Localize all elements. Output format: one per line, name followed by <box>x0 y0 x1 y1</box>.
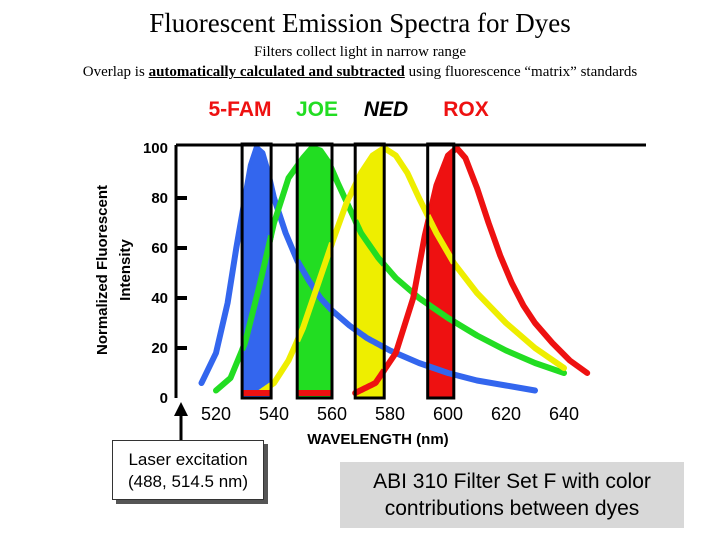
contribution-5-fam-in-ned <box>353 327 386 351</box>
subtitle-pre: Overlap is <box>82 64 149 80</box>
laser-note-line2: (488, 514.5 nm) <box>127 472 248 491</box>
filter-fill-joe <box>297 148 332 398</box>
filter-fill-rox <box>427 150 454 398</box>
subtitle-line2: Overlap is automatically calculated and … <box>0 64 720 81</box>
laser-excitation-note: Laser excitation (488, 514.5 nm) <box>112 440 264 500</box>
filter-set-note: ABI 310 Filter Set F with color contribu… <box>340 462 684 528</box>
contribution-joe-in-5-fam <box>239 234 275 352</box>
y-axis-label-line1: Normalized Fluorescent <box>94 185 111 355</box>
y-tick-label: 40 <box>151 290 168 307</box>
subtitle-emphasis: automatically calculated and subtracted <box>148 64 405 80</box>
subtitle-post: using fluorescence “matrix” standards <box>404 64 638 80</box>
x-tick-label: 560 <box>317 404 347 424</box>
x-tick-label: 600 <box>433 404 463 424</box>
legend-label-ned: NED <box>364 98 408 121</box>
x-axis-label: WAVELENGTH (nm) <box>307 431 448 448</box>
y-tick-label: 100 <box>143 140 168 157</box>
legend-label-5-fam: 5-FAM <box>209 98 272 121</box>
page-title: Fluorescent Emission Spectra for Dyes <box>149 8 571 38</box>
contribution-5-fam-in-rox <box>425 363 456 378</box>
x-tick-label: 640 <box>549 404 579 424</box>
y-tick-label: 80 <box>151 190 168 207</box>
filter-fill-ned <box>355 148 385 398</box>
y-axis-label-line2: Intensity <box>117 239 134 301</box>
x-tick-label: 520 <box>201 404 231 424</box>
x-tick-label: 580 <box>375 404 405 424</box>
contribution-ned-in-joe <box>294 242 335 343</box>
x-tick-label: 540 <box>259 404 289 424</box>
laser-arrow-head <box>174 402 188 416</box>
laser-note-line1: Laser excitation <box>128 450 248 469</box>
series-line-rox <box>352 145 591 396</box>
contribution-rox-in-ned <box>353 368 387 396</box>
x-tick-label: 620 <box>491 404 521 424</box>
y-tick-label: 0 <box>160 390 168 407</box>
contribution-joe-in-rox <box>425 301 456 325</box>
legend-label-rox: ROX <box>443 98 489 121</box>
y-tick-label: 60 <box>151 240 168 257</box>
legend-label-joe: JOE <box>296 98 338 121</box>
y-tick-label: 20 <box>151 340 168 357</box>
subtitle-line1: Filters collect light in narrow range <box>253 44 467 60</box>
contribution-joe-in-ned <box>352 219 387 267</box>
contribution-ned-in-rox <box>425 214 457 265</box>
filter-note-line1: ABI 310 Filter Set F with color <box>373 470 651 493</box>
filter-note-line2: contributions between dyes <box>384 497 640 520</box>
